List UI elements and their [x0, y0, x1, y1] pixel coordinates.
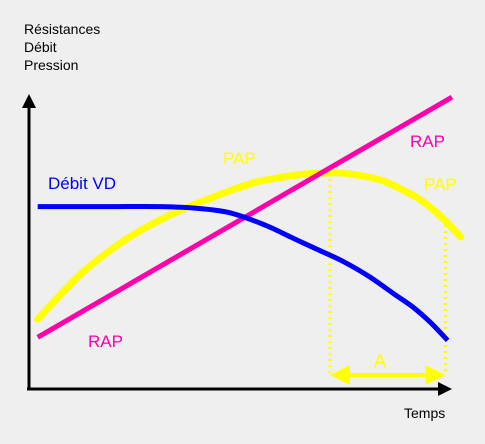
ylabel-line-2: Débit — [24, 39, 57, 55]
xlabel: Temps — [404, 405, 445, 421]
series-label-rap-top: RAP — [410, 132, 445, 151]
x-axis-arrow — [438, 382, 452, 396]
series-label-pap-top: PAP — [223, 149, 256, 168]
annotation-arrow-head-right — [425, 365, 446, 385]
ylabel-line-1: Résistances — [24, 21, 100, 37]
y-axis-arrow — [22, 94, 36, 108]
annotation-label: A — [374, 351, 386, 371]
series-label-rap-bottom: RAP — [88, 332, 123, 351]
annotation-arrow-head-left — [329, 365, 350, 385]
ylabel-line-3: Pression — [24, 57, 78, 73]
series-label-debit-vd: Débit VD — [48, 174, 116, 193]
series-line-debit-vd — [37, 203, 450, 343]
series-line-pap — [34, 169, 465, 323]
series-label-pap-right: PAP — [424, 175, 457, 194]
